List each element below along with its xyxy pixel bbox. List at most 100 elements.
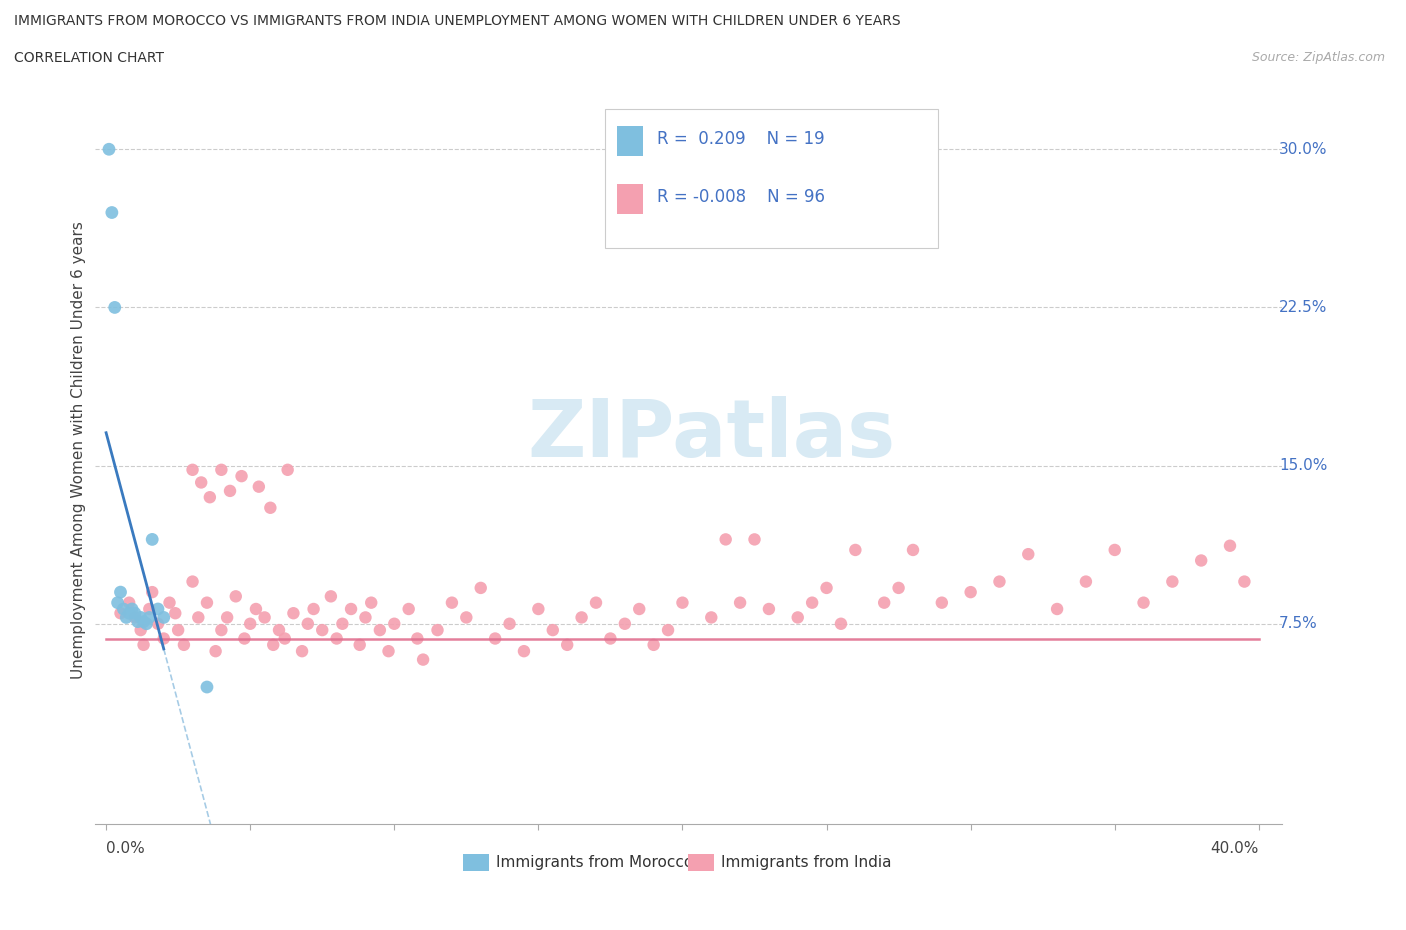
Point: [786, 610, 808, 625]
Text: 7.5%: 7.5%: [1279, 617, 1317, 631]
Point: [146, 617, 169, 631]
Point: [671, 595, 693, 610]
Bar: [688, 854, 714, 870]
Text: 22.5%: 22.5%: [1279, 300, 1327, 315]
Point: [181, 574, 204, 589]
Point: [360, 595, 382, 610]
Point: [129, 610, 152, 625]
Text: 30.0%: 30.0%: [1279, 141, 1327, 157]
Point: [657, 623, 679, 638]
Point: [744, 532, 766, 547]
Point: [198, 490, 221, 505]
Point: [231, 469, 253, 484]
Point: [118, 595, 141, 610]
Point: [325, 631, 347, 646]
Point: [988, 574, 1011, 589]
Point: [585, 595, 607, 610]
Point: [104, 300, 127, 315]
Point: [368, 623, 391, 638]
Point: [830, 617, 852, 631]
Text: Immigrants from India: Immigrants from India: [721, 855, 891, 870]
Point: [873, 595, 896, 610]
FancyBboxPatch shape: [605, 109, 938, 247]
Text: IMMIGRANTS FROM MOROCCO VS IMMIGRANTS FROM INDIA UNEMPLOYMENT AMONG WOMEN WITH C: IMMIGRANTS FROM MOROCCO VS IMMIGRANTS FR…: [14, 14, 901, 28]
Point: [470, 580, 492, 595]
Point: [302, 602, 325, 617]
Point: [887, 580, 910, 595]
Text: ZIPatlas: ZIPatlas: [527, 396, 896, 473]
Point: [412, 652, 434, 667]
Point: [110, 585, 132, 600]
Point: [758, 602, 780, 617]
Point: [426, 623, 449, 638]
Point: [571, 610, 593, 625]
Point: [513, 644, 536, 658]
Point: [138, 610, 160, 625]
Point: [311, 623, 333, 638]
Point: [340, 602, 363, 617]
Point: [181, 462, 204, 477]
Text: 15.0%: 15.0%: [1279, 458, 1327, 473]
Point: [406, 631, 429, 646]
Point: [1017, 547, 1039, 562]
Point: [121, 602, 143, 617]
Text: CORRELATION CHART: CORRELATION CHART: [14, 51, 165, 65]
Point: [815, 580, 838, 595]
Point: [187, 610, 209, 625]
Point: [239, 617, 262, 631]
Point: [124, 605, 146, 620]
Point: [98, 141, 121, 156]
Point: [112, 602, 135, 617]
Point: [354, 610, 377, 625]
Point: [262, 637, 284, 652]
Text: Source: ZipAtlas.com: Source: ZipAtlas.com: [1251, 51, 1385, 64]
Point: [498, 617, 520, 631]
Point: [1046, 602, 1069, 617]
Point: [152, 631, 174, 646]
Point: [209, 462, 232, 477]
Point: [332, 617, 354, 631]
Point: [101, 206, 124, 220]
Point: [1189, 553, 1212, 568]
Point: [141, 532, 163, 547]
Point: [259, 500, 281, 515]
Point: [132, 614, 155, 629]
Point: [377, 644, 399, 658]
Text: R = -0.008    N = 96: R = -0.008 N = 96: [658, 188, 825, 206]
Point: [1161, 574, 1184, 589]
Point: [1132, 595, 1154, 610]
Point: [931, 595, 953, 610]
Point: [173, 637, 195, 652]
Text: Immigrants from Morocco: Immigrants from Morocco: [496, 855, 693, 870]
Point: [349, 637, 371, 652]
Point: [440, 595, 463, 610]
Text: 40.0%: 40.0%: [1211, 841, 1258, 856]
Point: [277, 462, 299, 477]
Point: [138, 602, 160, 617]
Point: [233, 631, 256, 646]
Point: [190, 475, 212, 490]
Point: [283, 605, 305, 620]
Point: [152, 610, 174, 625]
Bar: [463, 854, 489, 870]
Point: [146, 602, 169, 617]
Point: [643, 637, 665, 652]
Point: [901, 542, 924, 557]
Point: [700, 610, 723, 625]
Point: [267, 623, 290, 638]
Point: [1219, 538, 1241, 553]
Point: [541, 623, 564, 638]
Point: [398, 602, 420, 617]
Point: [728, 595, 751, 610]
Point: [844, 542, 866, 557]
Point: [484, 631, 506, 646]
Point: [291, 644, 314, 658]
Point: [219, 484, 242, 498]
Point: [382, 617, 405, 631]
Point: [1074, 574, 1097, 589]
Point: [527, 602, 550, 617]
Text: R =  0.209    N = 19: R = 0.209 N = 19: [658, 130, 825, 148]
Y-axis label: Unemployment Among Women with Children Under 6 years: Unemployment Among Women with Children U…: [72, 220, 86, 679]
Point: [195, 595, 218, 610]
Point: [1233, 574, 1256, 589]
